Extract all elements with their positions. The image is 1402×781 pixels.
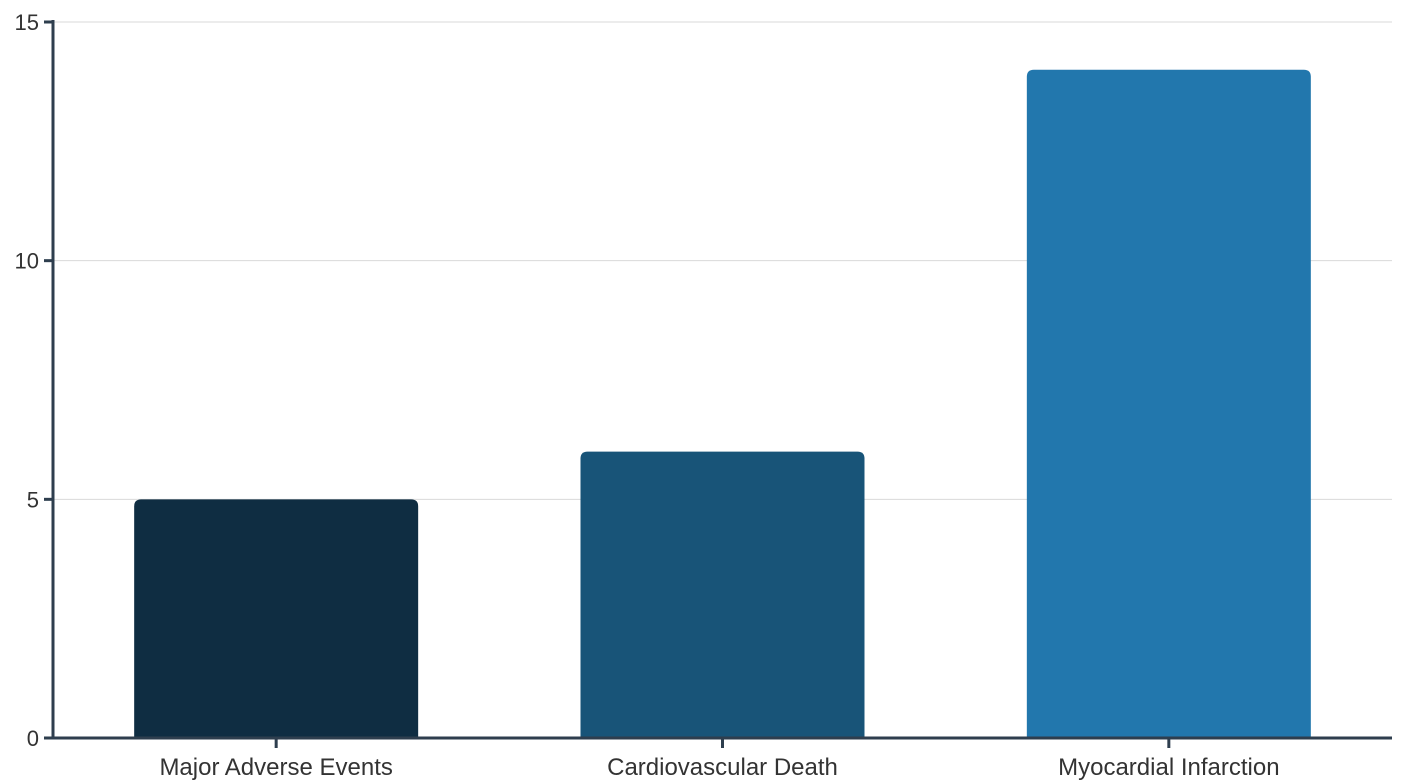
y-axis-ticks: 0 5 10 15 <box>15 10 53 751</box>
bar-major-adverse-events <box>134 499 419 738</box>
bar-cardiovascular-death <box>580 451 865 738</box>
x-tick-label-1: Cardiovascular Death <box>607 754 838 781</box>
y-tick-label-5: 5 <box>27 487 39 512</box>
x-tick-label-0: Major Adverse Events <box>159 754 392 781</box>
bar-myocardial-infarction <box>1026 69 1311 738</box>
y-tick-label-10: 10 <box>15 249 39 274</box>
bars <box>134 69 1311 738</box>
x-axis-ticks: Major Adverse Events Cardiovascular Death… <box>159 738 1280 781</box>
x-tick-label-2: Myocardial Infarction <box>1058 754 1279 781</box>
y-tick-label-15: 15 <box>15 10 39 35</box>
y-tick-label-0: 0 <box>27 726 39 751</box>
